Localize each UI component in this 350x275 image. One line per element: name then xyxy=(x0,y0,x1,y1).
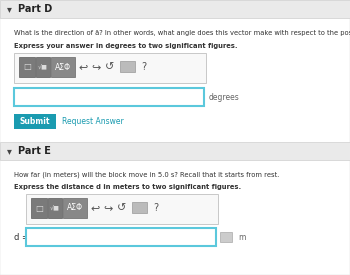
Text: ?: ? xyxy=(141,62,147,72)
Text: ΑΣΦ: ΑΣΦ xyxy=(67,204,83,213)
Text: What is the direction of ā? In other words, what angle does this vector make wit: What is the direction of ā? In other wor… xyxy=(14,30,350,36)
Bar xyxy=(48,198,62,218)
Bar xyxy=(0,18,350,155)
Bar xyxy=(0,142,350,160)
Text: Request Answer: Request Answer xyxy=(62,117,124,126)
Text: ↺: ↺ xyxy=(117,203,127,213)
Text: ▾: ▾ xyxy=(7,146,12,156)
Text: ↺: ↺ xyxy=(105,62,115,72)
Bar xyxy=(36,57,50,77)
Bar xyxy=(31,198,47,218)
Bar xyxy=(51,57,75,77)
Text: m: m xyxy=(238,233,245,243)
Text: ↩: ↩ xyxy=(90,203,100,213)
Text: d =: d = xyxy=(14,233,29,243)
Bar xyxy=(63,198,87,218)
Text: □: □ xyxy=(35,204,43,213)
Text: ?: ? xyxy=(153,203,159,213)
Text: √■: √■ xyxy=(50,205,60,211)
Text: Submit: Submit xyxy=(20,117,50,126)
Text: Express the distance d in meters to two significant figures.: Express the distance d in meters to two … xyxy=(14,184,241,190)
Text: ↪: ↪ xyxy=(91,62,101,72)
Text: √■: √■ xyxy=(38,64,48,70)
Bar xyxy=(26,228,216,246)
Bar xyxy=(14,88,204,106)
Text: ▾: ▾ xyxy=(7,4,12,14)
Text: □: □ xyxy=(23,62,31,72)
Bar xyxy=(14,53,206,83)
Text: ↪: ↪ xyxy=(103,203,113,213)
Bar xyxy=(220,232,232,242)
Bar xyxy=(0,160,350,275)
Text: Part D: Part D xyxy=(18,4,52,14)
Text: How far (in meters) will the block move in 5.0 s? Recall that it starts from res: How far (in meters) will the block move … xyxy=(14,172,279,178)
Bar xyxy=(26,194,218,224)
Bar xyxy=(19,57,35,77)
Bar xyxy=(132,202,147,213)
Bar xyxy=(14,114,56,129)
Text: ↩: ↩ xyxy=(78,62,88,72)
Bar xyxy=(0,0,350,18)
Text: ΑΣΦ: ΑΣΦ xyxy=(55,62,71,72)
Text: Express your answer in degrees to two significant figures.: Express your answer in degrees to two si… xyxy=(14,43,238,49)
Text: degrees: degrees xyxy=(209,92,240,101)
Bar xyxy=(120,61,135,72)
Text: Part E: Part E xyxy=(18,146,51,156)
